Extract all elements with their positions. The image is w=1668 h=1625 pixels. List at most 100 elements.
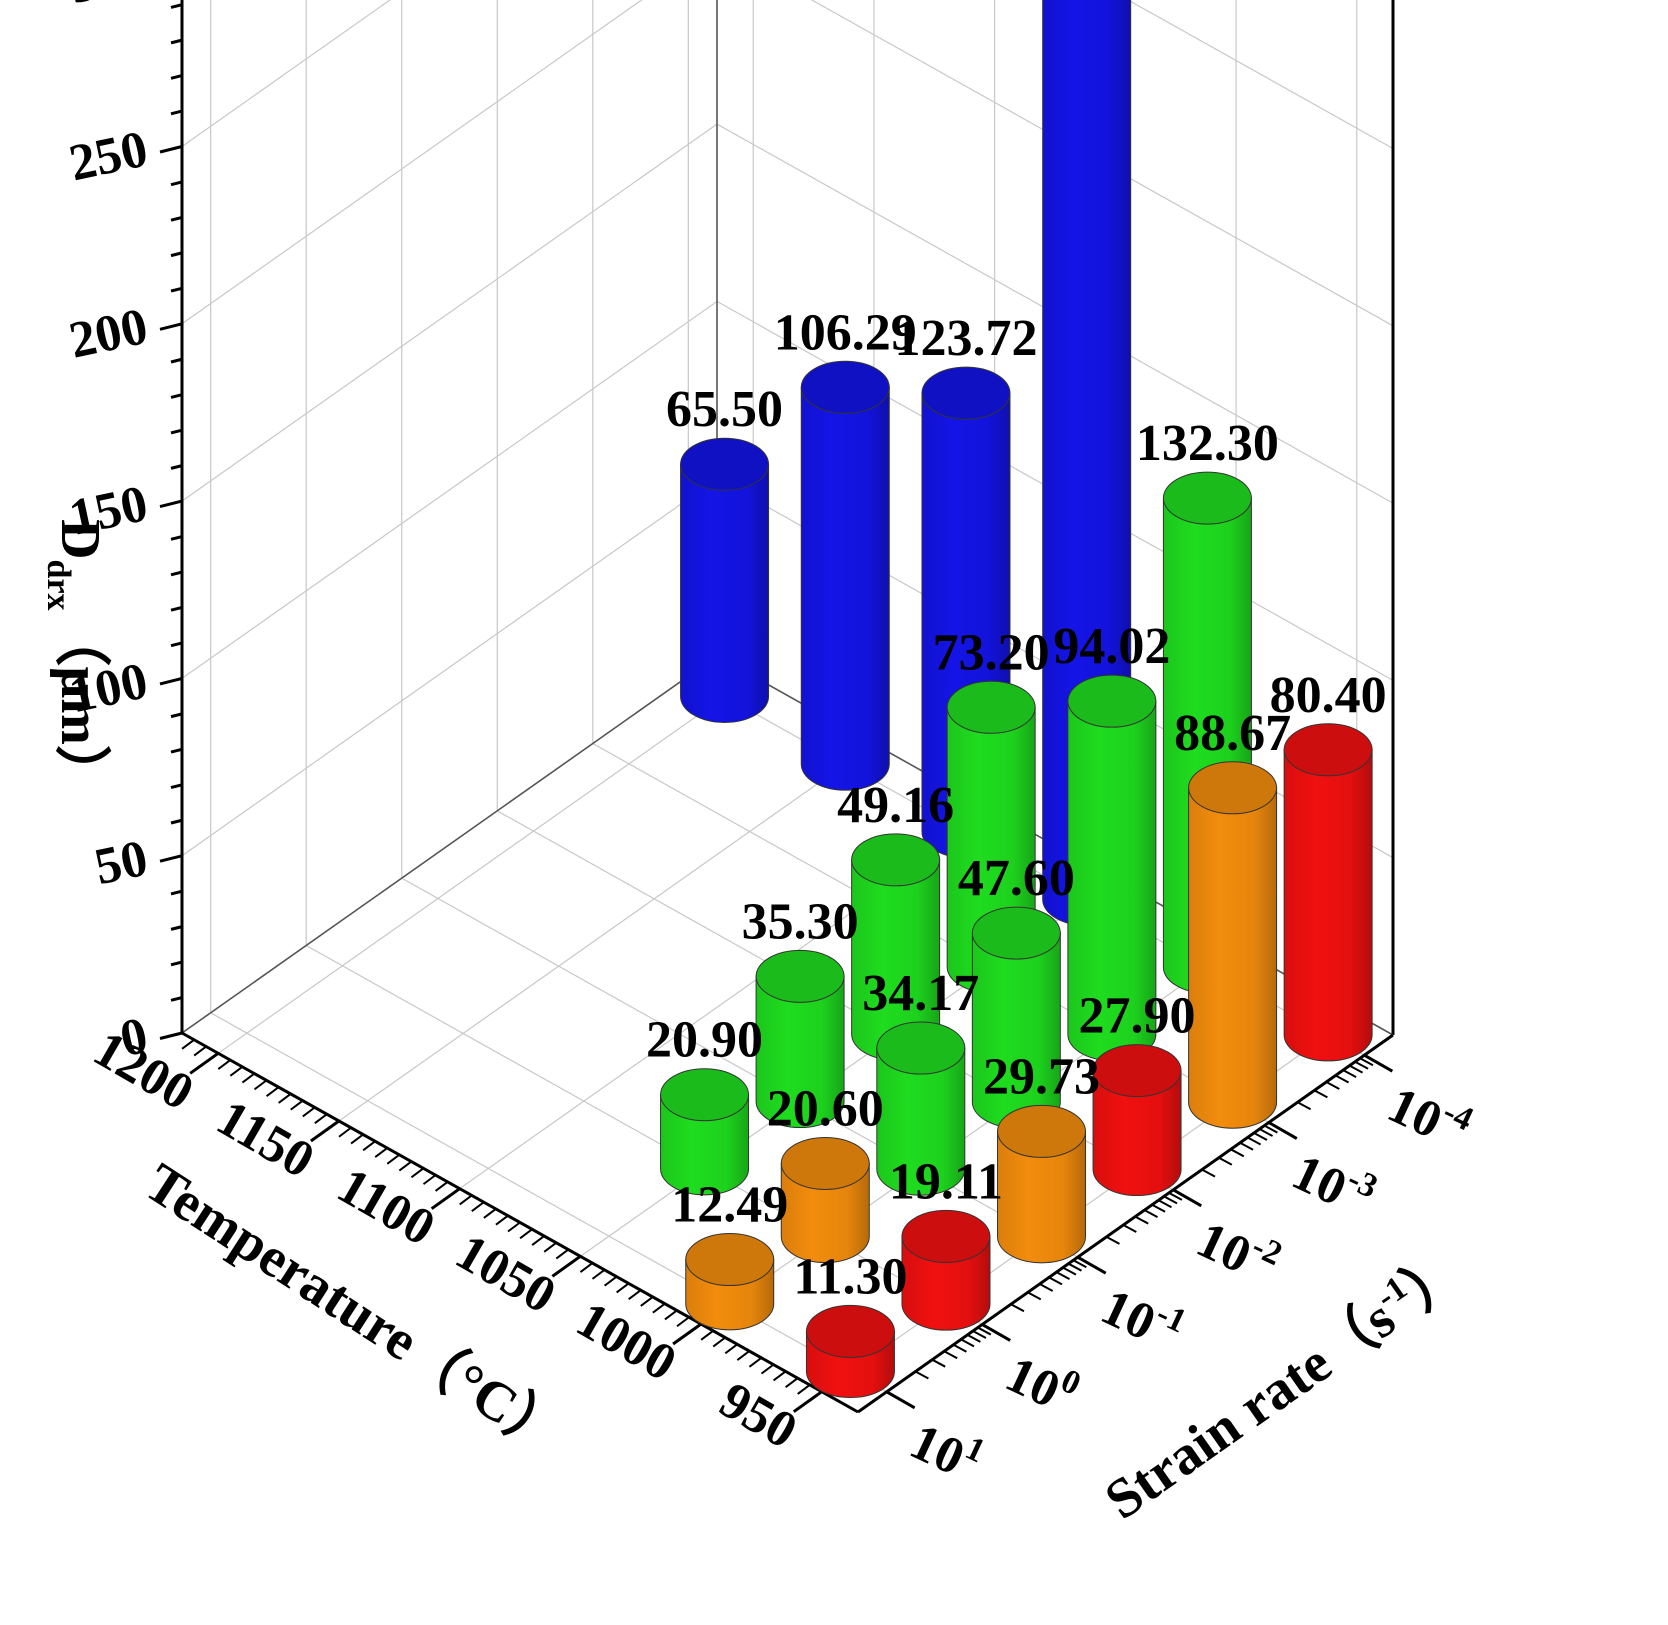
z-tick-mark: [170, 747, 183, 754]
temperature-minor-tick: [241, 1072, 256, 1084]
strain-minor-tick: [1010, 1303, 1025, 1313]
strain-minor-tick: [1313, 1089, 1328, 1099]
strain-minor-tick: [977, 1326, 992, 1336]
strain-minor-tick: [1253, 1132, 1268, 1141]
strain-minor-tick: [1163, 1195, 1178, 1205]
temperature-minor-tick: [579, 1262, 594, 1273]
strain-minor-tick: [1122, 1224, 1137, 1233]
data-label: 132.30: [1136, 415, 1279, 472]
bar-top: [901, 1209, 991, 1263]
z-tick-mark: [159, 676, 183, 686]
z-tick-mark: [170, 996, 183, 1002]
bar-top: [997, 1104, 1087, 1158]
z-tick-mark: [170, 74, 183, 80]
z-tick-mark: [159, 1031, 183, 1040]
bar-950-10^-2: [1092, 1044, 1182, 1197]
strain-minor-tick: [1027, 1291, 1042, 1301]
z-tick-mark: [159, 145, 183, 154]
strain-minor-tick: [1168, 1192, 1183, 1201]
z-tick-mark: [170, 215, 183, 222]
temperature-minor-tick: [386, 1154, 400, 1165]
temperature-minor-tick: [712, 1336, 726, 1348]
z-tick-mark: [170, 783, 183, 789]
temperature-minor-tick: [531, 1235, 545, 1246]
z-tick-mark: [170, 960, 183, 967]
bar-body: [901, 1235, 991, 1331]
data-label: 34.17: [862, 965, 979, 1022]
z-tick-mark: [159, 499, 183, 509]
strain-minor-tick: [1039, 1283, 1054, 1292]
strain-tick-label: 10-2: [1188, 1206, 1287, 1297]
bar-top: [680, 437, 770, 491]
strain-minor-tick: [1067, 1262, 1082, 1272]
bar-top: [780, 1136, 870, 1190]
z-tick-mark: [170, 606, 183, 612]
temperature-minor-tick: [495, 1214, 509, 1226]
bar-body: [800, 386, 890, 791]
bar-950-10^-1: [997, 1104, 1087, 1264]
strain-minor-tick: [1134, 1215, 1149, 1225]
bar-1000-10^-1: [876, 1021, 966, 1196]
bar-950-10^1: [805, 1304, 895, 1398]
wall-grid-horizontal: [181, 0, 1394, 150]
data-label: 106.29: [774, 304, 917, 361]
strain-minor-tick: [943, 1350, 958, 1360]
bar-top: [971, 906, 1061, 960]
bar-body: [1188, 787, 1278, 1129]
temperature-minor-tick: [543, 1242, 557, 1253]
z-tick-mark: [170, 251, 183, 258]
z-tick-mark: [170, 286, 183, 293]
bar-1150-10^-4: [800, 360, 890, 791]
temperature-minor-tick: [640, 1296, 654, 1307]
bar-1000-10^-3: [1067, 674, 1157, 1062]
bar-top: [1162, 471, 1252, 525]
bar-body: [780, 1162, 870, 1263]
data-label: 12.49: [671, 1177, 788, 1234]
strain-minor-tick: [1048, 1276, 1063, 1286]
temperature-minor-tick: [205, 1052, 219, 1064]
bar-top: [800, 360, 890, 414]
strain-minor-tick: [1157, 1199, 1172, 1209]
strain-minor-tick: [1263, 1124, 1278, 1134]
temperature-minor-tick: [760, 1363, 775, 1375]
z-tick-mark: [170, 109, 183, 116]
bar-top: [876, 1021, 966, 1075]
strain-tick-mark: [1363, 1053, 1394, 1073]
wall-grid-horizontal: [181, 0, 1394, 327]
z-tick-mark: [170, 925, 183, 931]
strain-axis-title: Strain rate（s-1）: [1093, 1237, 1475, 1531]
z-tick-mark: [170, 3, 183, 9]
strain-minor-tick: [1247, 1136, 1262, 1146]
data-label: 73.20: [933, 624, 1050, 681]
floor-grid-line-strain: [401, 877, 1079, 1258]
strain-tick-mark: [981, 1323, 1011, 1342]
strain-tick-mark: [1172, 1188, 1203, 1208]
floor-grid-line-strain: [210, 1012, 887, 1393]
data-labels-layer: 65.50106.29123.72352.70132.3073.2080.409…: [646, 304, 1387, 1305]
bar-1050-10^-2: [851, 833, 941, 1061]
z-tick-label: 200: [64, 298, 152, 370]
strain-minor-tick: [1354, 1060, 1369, 1070]
data-label: 19.11: [889, 1153, 1003, 1210]
strain-minor-tick: [1325, 1081, 1340, 1090]
temperature-minor-tick: [700, 1329, 714, 1341]
strain-minor-tick: [1072, 1259, 1087, 1269]
bar-top: [1067, 674, 1157, 728]
z-tick-mark: [159, 854, 183, 863]
temperature-minor-tick: [374, 1147, 388, 1158]
temperature-minor-tick: [628, 1289, 642, 1300]
strain-tick-label: 101: [902, 1408, 991, 1494]
temperature-tick-label: 1150: [207, 1089, 323, 1189]
bar-top: [805, 1304, 895, 1358]
data-label: 94.02: [1053, 618, 1170, 675]
data-label: 123.72: [894, 310, 1037, 367]
z-tick-mark: [170, 428, 183, 435]
temperature-minor-tick: [447, 1187, 461, 1199]
strain-tick-label: 100: [997, 1340, 1086, 1426]
temperature-minor-tick: [338, 1126, 352, 1138]
data-label: 65.50: [666, 381, 783, 438]
z-tick-mark: [170, 641, 183, 648]
strain-minor-tick: [1342, 1069, 1357, 1079]
bar-950-10^0: [901, 1209, 991, 1331]
bar-body: [660, 1094, 750, 1196]
